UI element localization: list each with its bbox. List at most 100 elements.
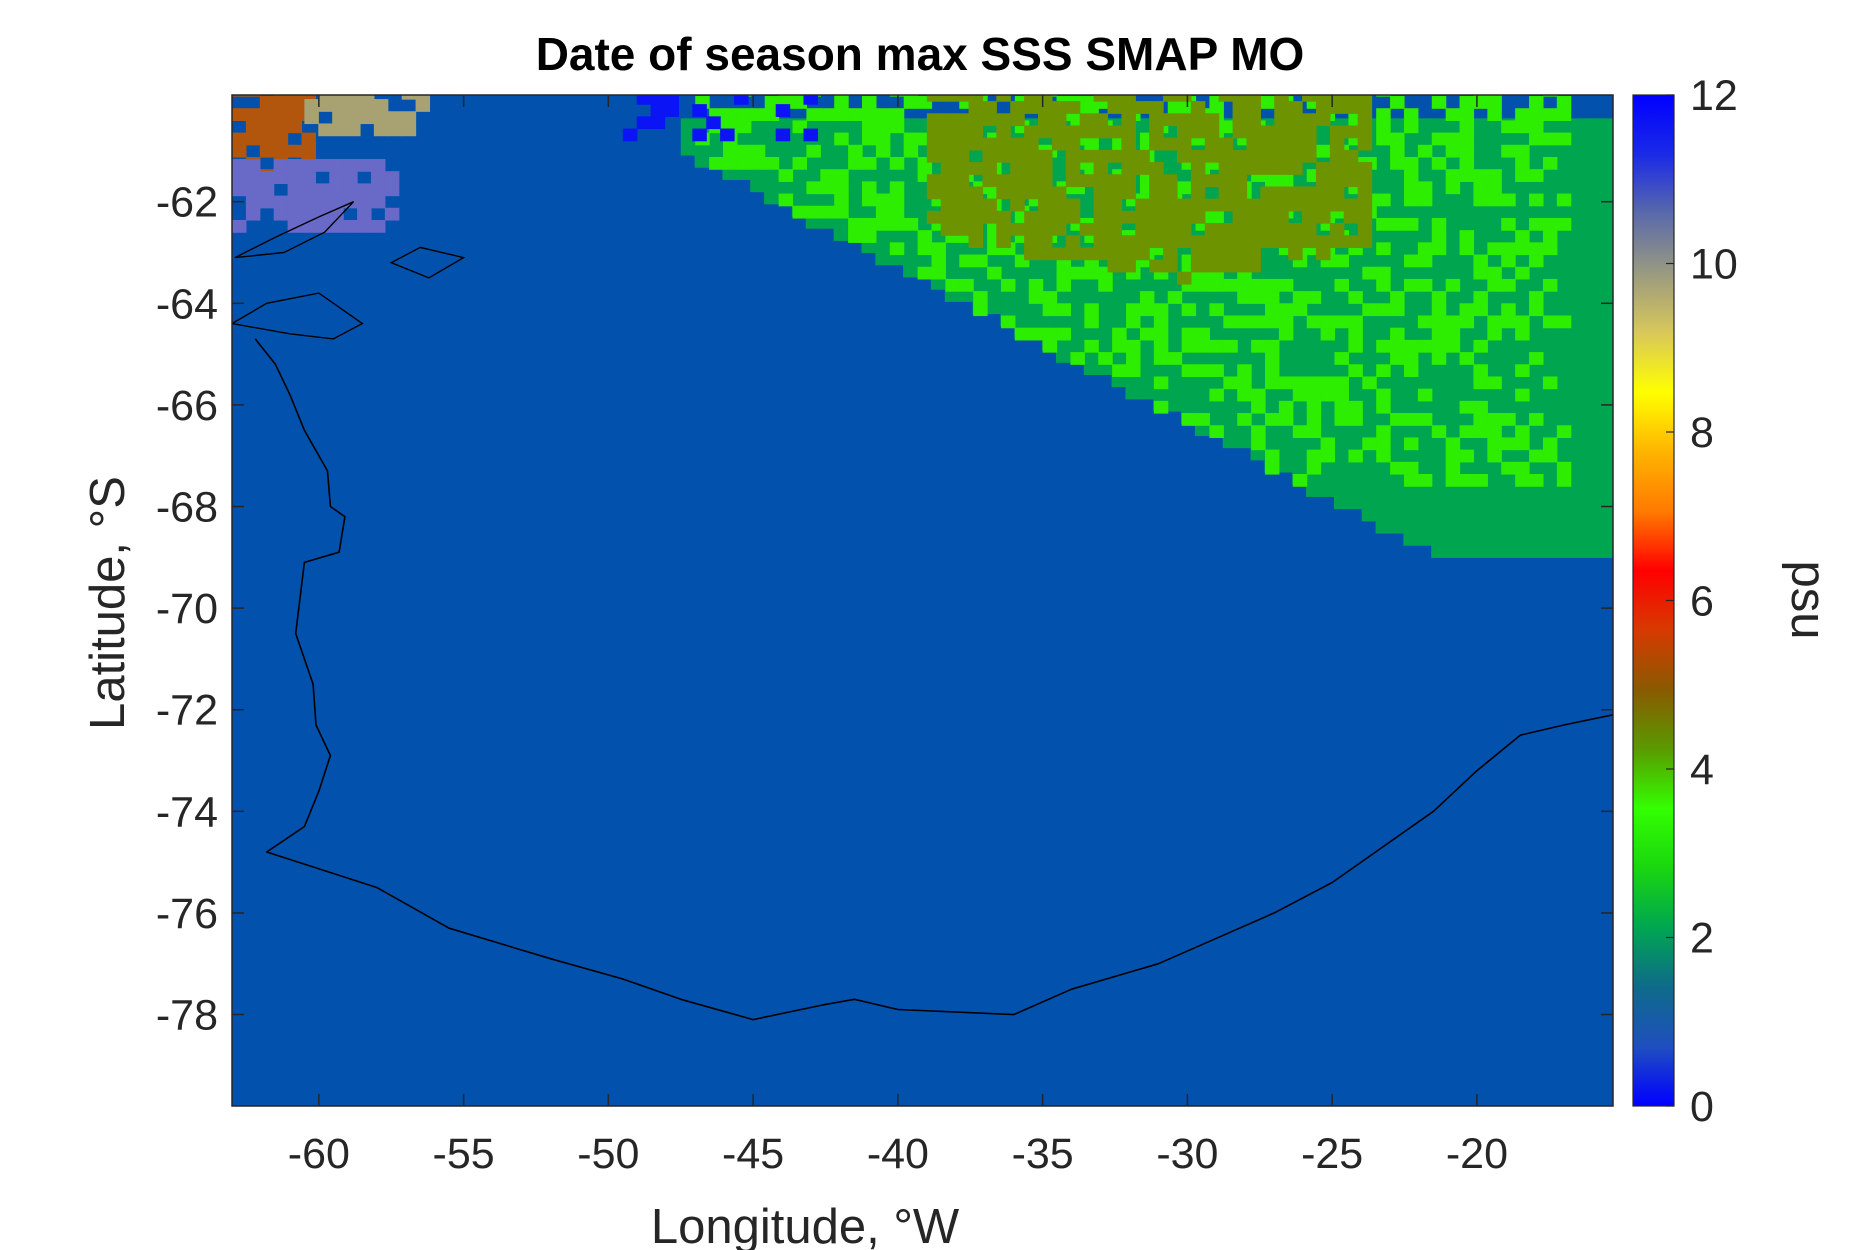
field-cell: [1343, 198, 1359, 212]
field-cell: [1584, 130, 1599, 144]
field-cell: [1390, 144, 1405, 158]
field-cell: [1487, 266, 1502, 280]
field-cell: [1528, 423, 1543, 436]
field-cell: [709, 156, 724, 170]
field-cell: [1135, 235, 1150, 249]
field-cell: [847, 191, 863, 205]
field-cell: [1417, 413, 1433, 426]
field-cell: [1069, 325, 1085, 339]
field-cell: [1584, 142, 1599, 156]
field-cell: [1038, 113, 1053, 127]
field-cell: [287, 120, 303, 134]
field-cell: [1500, 130, 1516, 144]
field-cell: [1597, 386, 1613, 400]
field-cell: [1079, 113, 1095, 127]
field-cell: [940, 125, 956, 139]
field-cell: [903, 144, 919, 158]
field-cell: [1431, 315, 1447, 329]
field-cell: [792, 205, 808, 219]
field-cell: [954, 149, 970, 163]
field-cell: [1069, 313, 1085, 327]
field-cell: [1529, 96, 1544, 109]
field-cell: [1611, 350, 1613, 363]
field-cell: [1121, 125, 1136, 139]
field-cell: [1121, 137, 1136, 151]
field-cell: [1361, 508, 1377, 522]
field-cell: [1458, 215, 1474, 229]
field-cell: [1376, 108, 1391, 122]
field-cell: [1376, 364, 1391, 378]
field-cell: [1556, 425, 1572, 439]
field-cell: [1570, 325, 1585, 339]
x-tick-label: -20: [1446, 1130, 1508, 1178]
field-cell: [1038, 174, 1053, 188]
field-cell: [1431, 398, 1446, 412]
field-cell: [1121, 162, 1136, 175]
field-cell: [1472, 350, 1488, 363]
field-cell: [1584, 508, 1599, 522]
field-cell: [1528, 313, 1543, 327]
field-cell: [1445, 203, 1460, 217]
field-cell: [803, 128, 819, 142]
field-cell: [287, 95, 303, 97]
field-cell: [1292, 337, 1307, 351]
field-cell: [1611, 435, 1613, 449]
field-cell: [1570, 545, 1585, 558]
field-cell: [1458, 508, 1474, 522]
field-cell: [1362, 303, 1377, 317]
field-cell: [973, 303, 988, 317]
field-cell: [986, 252, 1001, 266]
field-cell: [819, 154, 835, 168]
field-cell: [1500, 447, 1516, 461]
field-cell: [1320, 337, 1335, 351]
field-cell: [861, 217, 877, 231]
field-cell: [1204, 223, 1220, 236]
field-cell: [1570, 118, 1585, 132]
field-cell: [1232, 101, 1248, 114]
field-cell: [1292, 313, 1307, 327]
field-cell: [245, 132, 261, 146]
field-cell: [834, 96, 849, 109]
field-cell: [1111, 313, 1127, 327]
field-cell: [1135, 101, 1150, 114]
field-cell: [1232, 198, 1248, 212]
field-cell: [1389, 374, 1404, 388]
field-cell: [301, 183, 316, 197]
field-cell: [1302, 137, 1317, 151]
field-cell: [954, 113, 970, 127]
field-cell: [1024, 125, 1039, 139]
field-cell: [232, 171, 247, 184]
field-cell: [1320, 423, 1335, 436]
field-cell: [1042, 303, 1058, 317]
field-cell: [1556, 325, 1571, 339]
field-cell: [1167, 352, 1183, 365]
field-cell: [287, 159, 303, 172]
field-cell: [1611, 179, 1613, 193]
field-cell: [1028, 278, 1044, 292]
field-cell: [1246, 235, 1261, 249]
field-cell: [1222, 398, 1238, 412]
field-cell: [1597, 337, 1613, 351]
field-cell: [734, 95, 749, 105]
field-cell: [1486, 545, 1502, 558]
field-cell: [1042, 313, 1057, 327]
field-cell: [1473, 425, 1488, 439]
x-tick-label: -60: [288, 1130, 350, 1178]
field-cell: [1056, 327, 1072, 341]
field-cell: [1515, 461, 1530, 475]
field-cell: [1167, 337, 1182, 351]
field-cell: [1194, 350, 1210, 363]
field-cell: [1083, 289, 1099, 302]
field-cell: [1055, 289, 1071, 302]
field-cell: [1121, 259, 1136, 273]
field-cell: [1389, 240, 1404, 254]
field-cell: [1139, 276, 1154, 290]
field-cell: [1361, 337, 1377, 351]
field-cell: [1542, 532, 1557, 546]
field-cell: [650, 95, 666, 105]
field-cell: [1611, 276, 1613, 290]
field-cell: [287, 96, 303, 109]
field-cell: [1417, 388, 1433, 402]
field-cell: [1065, 235, 1081, 249]
field-cell: [1389, 118, 1404, 132]
